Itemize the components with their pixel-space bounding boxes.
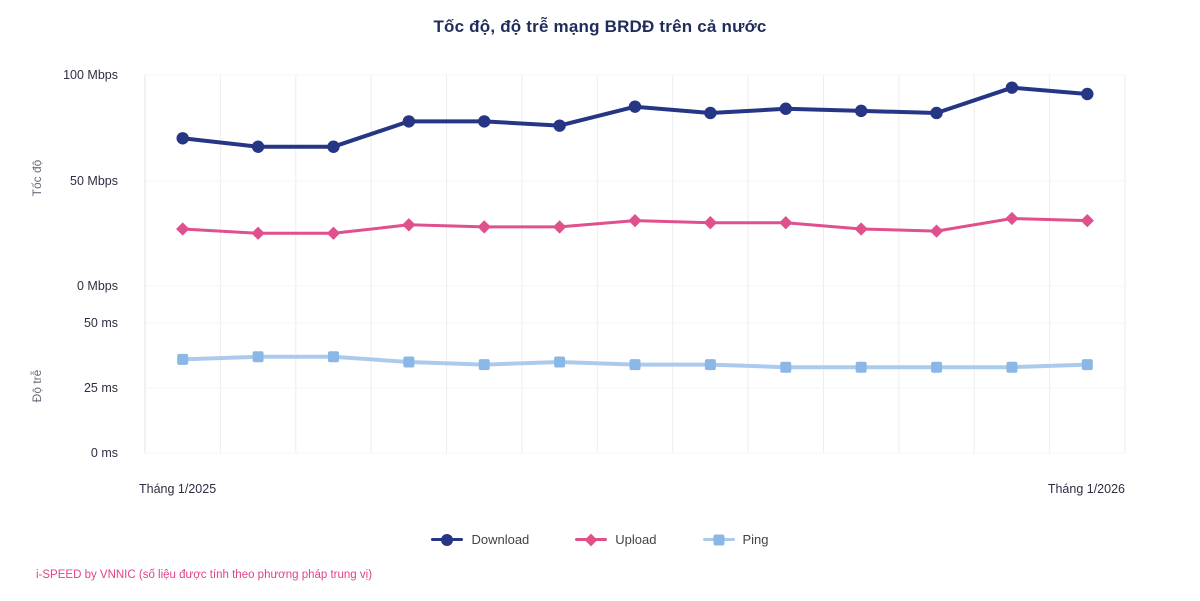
y-axis-title-latency: Độ trễ xyxy=(30,369,44,403)
legend-label: Download xyxy=(471,532,530,547)
y-tick-25ms: 25 ms xyxy=(83,381,118,395)
legend-label: Ping xyxy=(742,532,769,547)
y-tick-0mbps: 0 Mbps xyxy=(77,279,118,293)
y-tick-50ms: 50 ms xyxy=(83,316,118,330)
legend: Download Upload Ping xyxy=(0,532,1200,547)
y-axis-title-speed: Tốc độ xyxy=(30,159,44,197)
chart-title: Tốc độ, độ trễ mạng BRDĐ trên cả nước xyxy=(433,17,767,36)
legend-label: Upload xyxy=(615,532,657,547)
ping-marker-icon xyxy=(702,533,735,547)
y-tick-100mbps: 100 Mbps xyxy=(63,68,118,82)
y-tick-0ms: 0 ms xyxy=(90,446,118,460)
y-tick-50mbps: 50 Mbps xyxy=(70,174,118,188)
source-attribution: i-SPEED by VNNIC (số liệu được tính theo… xyxy=(36,569,373,581)
legend-item-upload[interactable]: Upload xyxy=(575,532,657,547)
x-axis-label-end: Tháng 1/2026 xyxy=(1047,482,1125,496)
download-marker-icon xyxy=(431,533,464,547)
x-axis-label-start: Tháng 1/2025 xyxy=(139,482,217,496)
legend-item-download[interactable]: Download xyxy=(431,532,529,547)
upload-marker-icon xyxy=(575,533,608,547)
legend-item-ping[interactable]: Ping xyxy=(702,532,769,547)
